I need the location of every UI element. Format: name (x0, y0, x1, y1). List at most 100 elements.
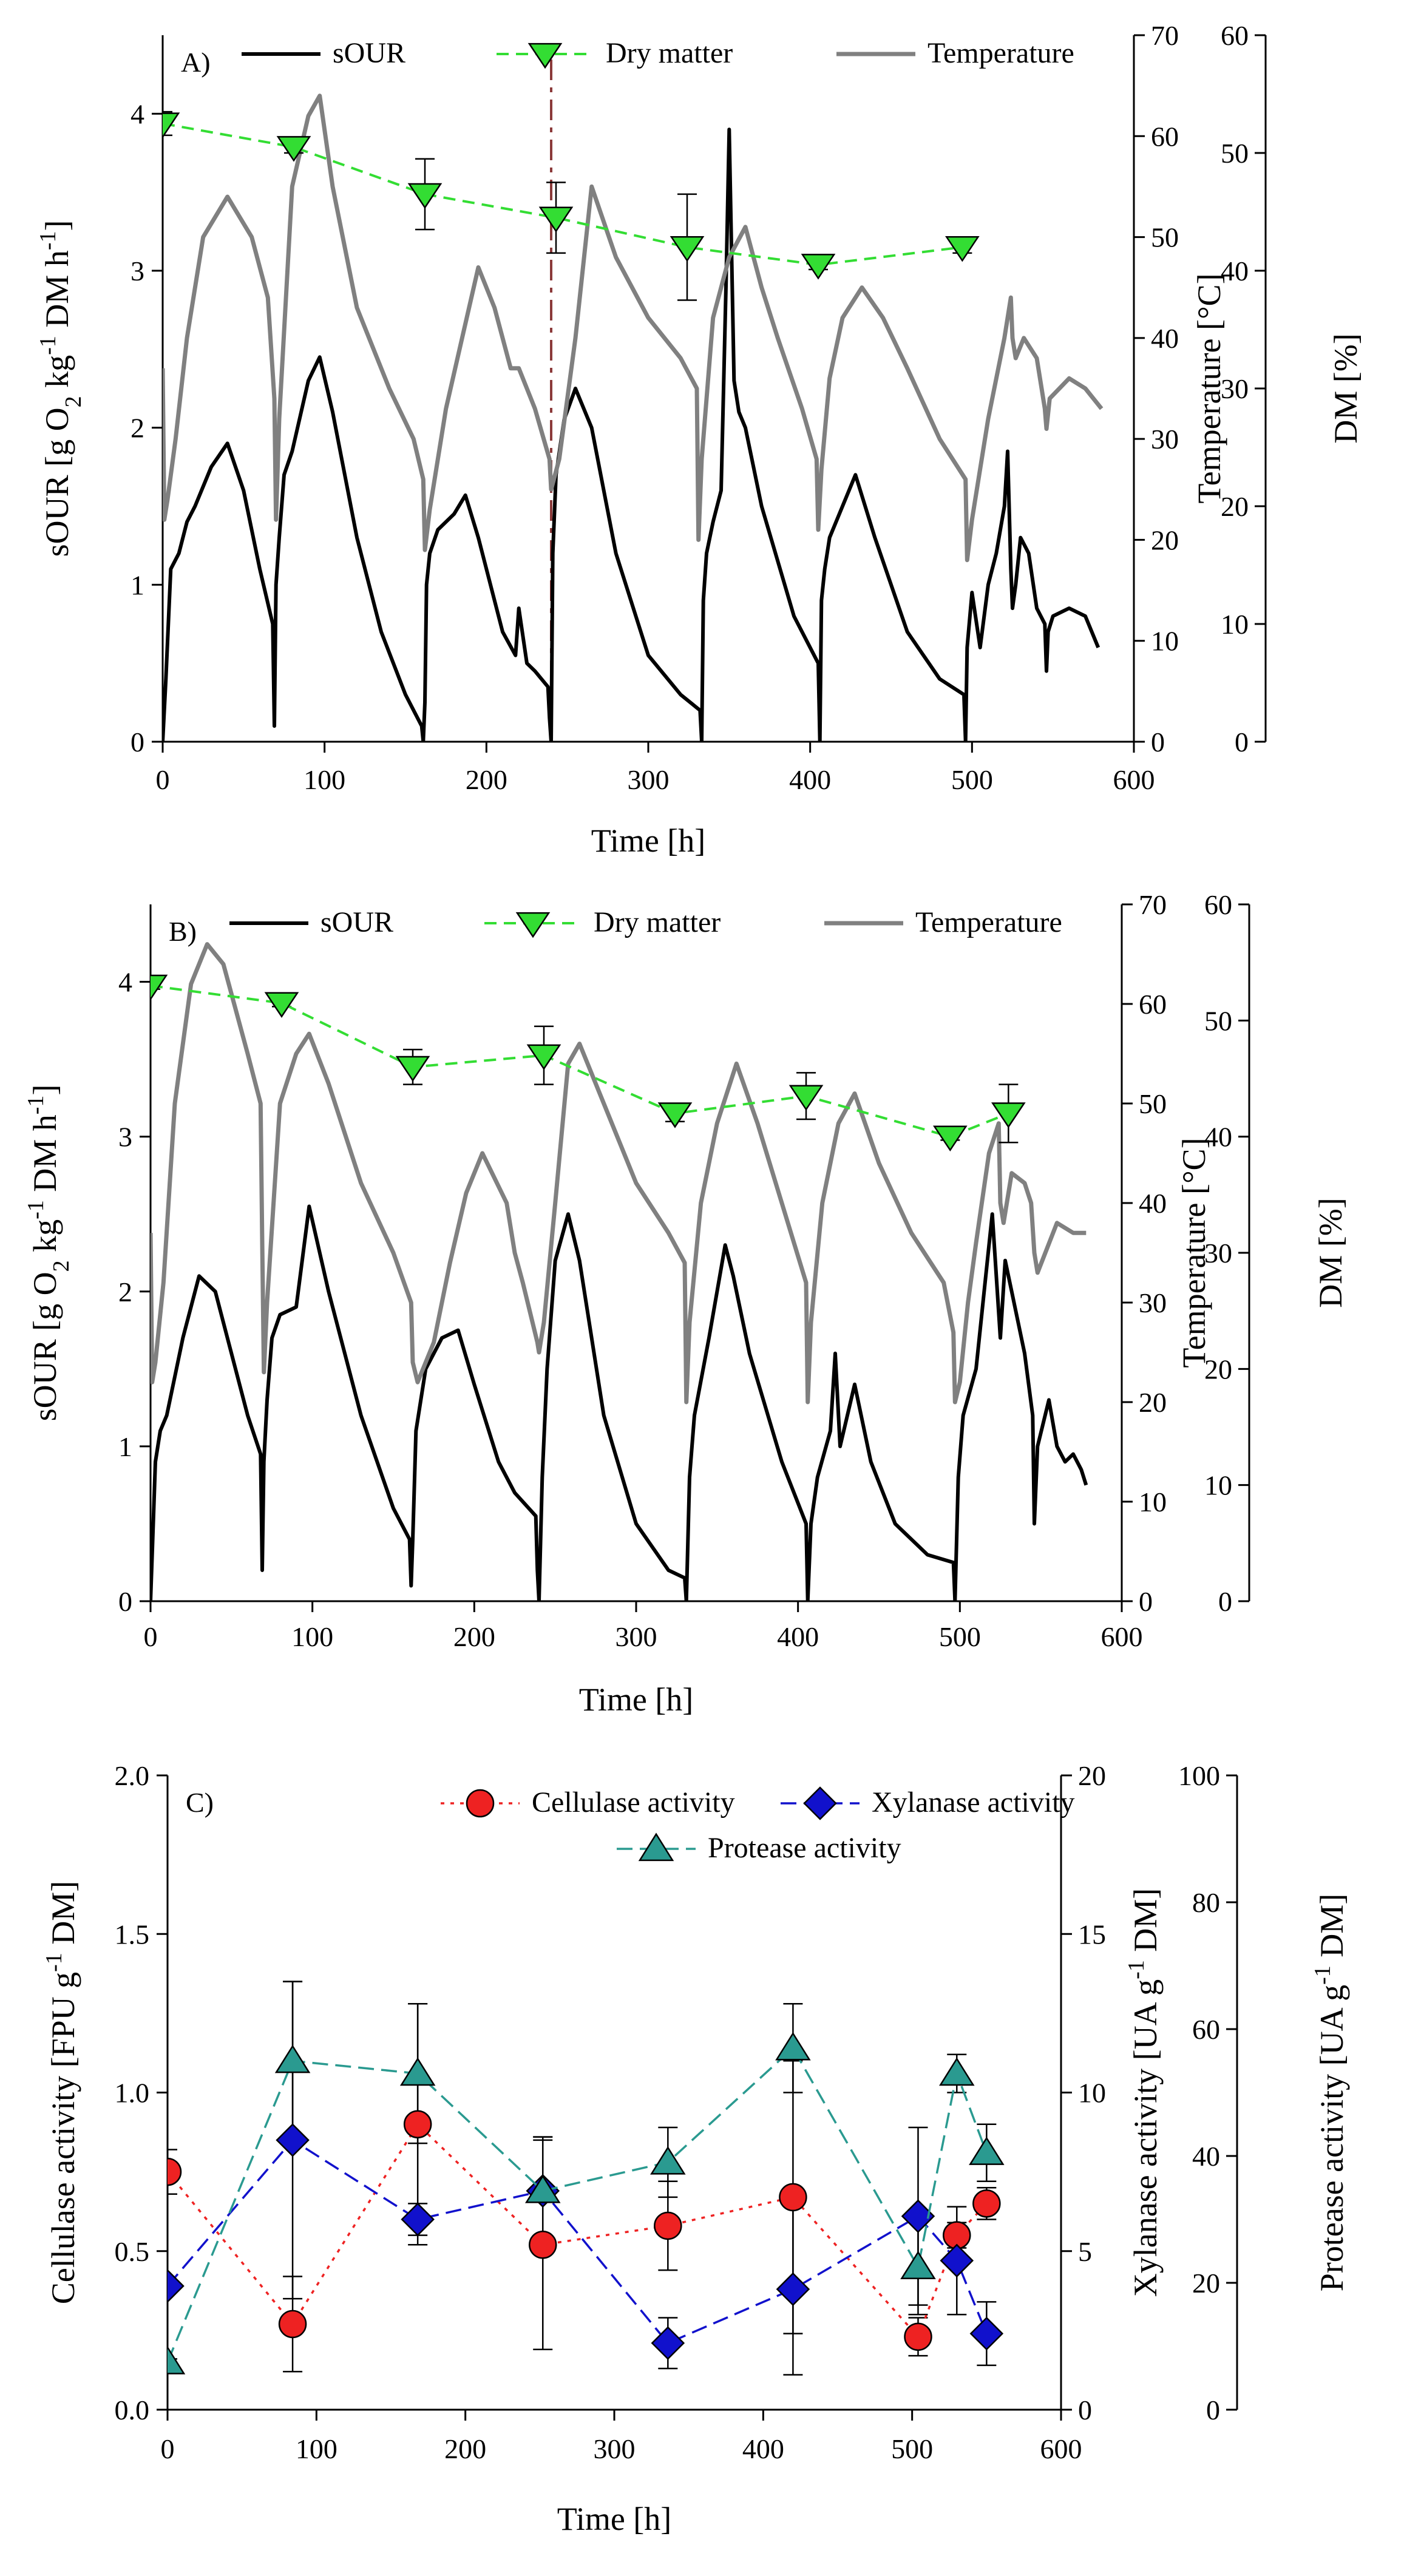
x-tick-label: 0 (156, 764, 170, 795)
y-tick-label-right2: 40 (1204, 1122, 1232, 1153)
dry-matter-point (526, 1044, 561, 1071)
dry-matter-point (801, 254, 836, 280)
plot-area (163, 93, 1104, 742)
y-tick-label-right1: 5 (1078, 2236, 1092, 2267)
legend-label-temperature: Temperature (928, 37, 1074, 69)
series-temperature-line (163, 93, 1104, 563)
x-tick-label: 100 (304, 764, 345, 795)
y-tick-label-right1: 20 (1078, 1760, 1106, 1791)
xylanase-activity-point (969, 2316, 1004, 2351)
y-axis-label-right2: DM [%] (1328, 333, 1364, 443)
x-tick-label: 400 (777, 1621, 819, 1652)
dry-matter-point (163, 112, 180, 138)
x-tick-label: 500 (939, 1621, 981, 1652)
y-tick-label-right1: 50 (1151, 222, 1179, 253)
x-tick-label: 500 (891, 2433, 933, 2464)
y-tick-label-right2: 100 (1178, 1760, 1220, 1791)
dry-matter-point (407, 183, 443, 209)
y-tick-label-right1: 20 (1151, 524, 1179, 555)
y-tick-label-right1: 60 (1139, 989, 1167, 1020)
x-tick-label: 200 (466, 764, 507, 795)
series-temperature-line (151, 942, 1087, 1405)
y-tick-label-right2: 40 (1221, 256, 1249, 286)
x-tick-label: 300 (616, 1621, 657, 1652)
y-tick-label-left: 1 (118, 1431, 132, 1462)
y-tick-label-right2: 80 (1192, 1887, 1220, 1918)
cellulase-activity-point (403, 2110, 432, 2138)
legend-marker-dry-matter (527, 42, 563, 69)
chart-panel-0: 0 100 200 300 400 500 600012340102030405060700… (35, 20, 1364, 859)
y-tick-label-right1: 40 (1151, 323, 1179, 354)
y-tick-label-right1: 30 (1139, 1287, 1167, 1318)
plot-area (168, 1981, 1005, 2376)
y-tick-label-left: 0.0 (115, 2395, 150, 2425)
y-tick-label-right2: 40 (1192, 2141, 1220, 2172)
y-tick-label-right2: 20 (1192, 2268, 1220, 2299)
legend-label-sour: sOUR (320, 906, 393, 938)
y-tick-label-right2: 0 (1218, 1586, 1232, 1617)
cellulase-activity-point (654, 2211, 682, 2240)
y-tick-label-right1: 10 (1151, 626, 1179, 657)
dry-matter-point (151, 974, 168, 1001)
dry-matter-point (670, 236, 705, 262)
y-tick-label-left: 3 (131, 256, 144, 286)
y-tick-label-right2: 20 (1221, 491, 1249, 522)
series-dry-matter-line (151, 984, 1009, 1138)
xylanase-activity-point (168, 2269, 185, 2303)
protease-activity-point (775, 2032, 811, 2061)
y-tick-label-right2: 30 (1221, 373, 1249, 404)
legend-label-xylanase: Xylanase activity (872, 1786, 1075, 1818)
legend-label-sour: sOUR (333, 37, 405, 69)
y-tick-label-right1: 20 (1139, 1387, 1167, 1418)
series-line-cellulase-activity (168, 2123, 988, 2339)
y-tick-label-right2: 60 (1204, 889, 1232, 920)
y-tick-label-left: 2 (131, 413, 144, 444)
y-axis-label-right1: Temperature [°C] (1176, 1137, 1212, 1368)
y-tick-label-left: 1 (131, 569, 144, 600)
y-tick-label-left: 2.0 (115, 1760, 150, 1791)
protease-activity-point (900, 2251, 936, 2280)
y-tick-label-right1: 0 (1139, 1586, 1153, 1617)
x-axis-label: Time [h] (557, 2501, 672, 2537)
cellulase-activity-point (528, 2231, 557, 2259)
legend-label-cellulase: Cellulase activity (532, 1786, 735, 1818)
y-tick-label-right2: 10 (1221, 609, 1249, 640)
dry-matter-point (264, 992, 299, 1018)
y-tick-label-right2: 0 (1206, 2395, 1220, 2425)
y-tick-label-right2: 60 (1192, 2014, 1220, 2045)
cellulase-activity-point (278, 2310, 307, 2339)
protease-activity-point (969, 2137, 1005, 2165)
y-tick-label-right2: 60 (1221, 20, 1249, 51)
x-tick-label: 600 (1040, 2433, 1082, 2464)
y-tick-label-left: 1.5 (115, 1919, 150, 1950)
y-tick-label-left: 1.0 (115, 2078, 150, 2109)
dry-matter-point (788, 1085, 824, 1111)
y-tick-label-left: 0.5 (115, 2236, 150, 2267)
y-axis-label-right1: Temperature [°C] (1191, 273, 1227, 503)
chart-panel-1: 0 100 200 300 400 500 600012340102030405060700… (23, 889, 1349, 1718)
dry-matter-point (395, 1056, 430, 1082)
series-sour-line (163, 127, 1100, 742)
y-tick-label-right2: 0 (1235, 727, 1249, 758)
y-tick-label-right2: 10 (1204, 1470, 1232, 1501)
cellulase-activity-point (972, 2189, 1001, 2218)
xylanase-activity-point (651, 2326, 685, 2361)
protease-activity-point (399, 2057, 436, 2086)
y-tick-label-right1: 70 (1139, 889, 1167, 920)
cellulase-activity-point (779, 2183, 807, 2212)
x-tick-label: 600 (1101, 1621, 1143, 1652)
y-tick-label-right1: 0 (1078, 2395, 1092, 2425)
y-tick-label-left: 0 (118, 1586, 132, 1617)
dry-matter-point (657, 1102, 693, 1128)
x-tick-label: 100 (296, 2433, 337, 2464)
xylanase-activity-point (776, 2272, 810, 2307)
y-axis-label-right2: Protease activity [UA g-1 DM] (1310, 1894, 1350, 2292)
y-tick-label-right1: 15 (1078, 1919, 1106, 1950)
chart-panel-2: 0 100 200 300 400 500 6000.00.51.01.52.0051015… (41, 1760, 1350, 2537)
y-tick-label-right1: 0 (1151, 727, 1165, 758)
x-tick-label: 200 (453, 1621, 495, 1652)
legend-label-protease: Protease activity (708, 1832, 901, 1864)
x-axis-label: Time [h] (591, 822, 706, 859)
protease-activity-point (274, 2044, 311, 2073)
